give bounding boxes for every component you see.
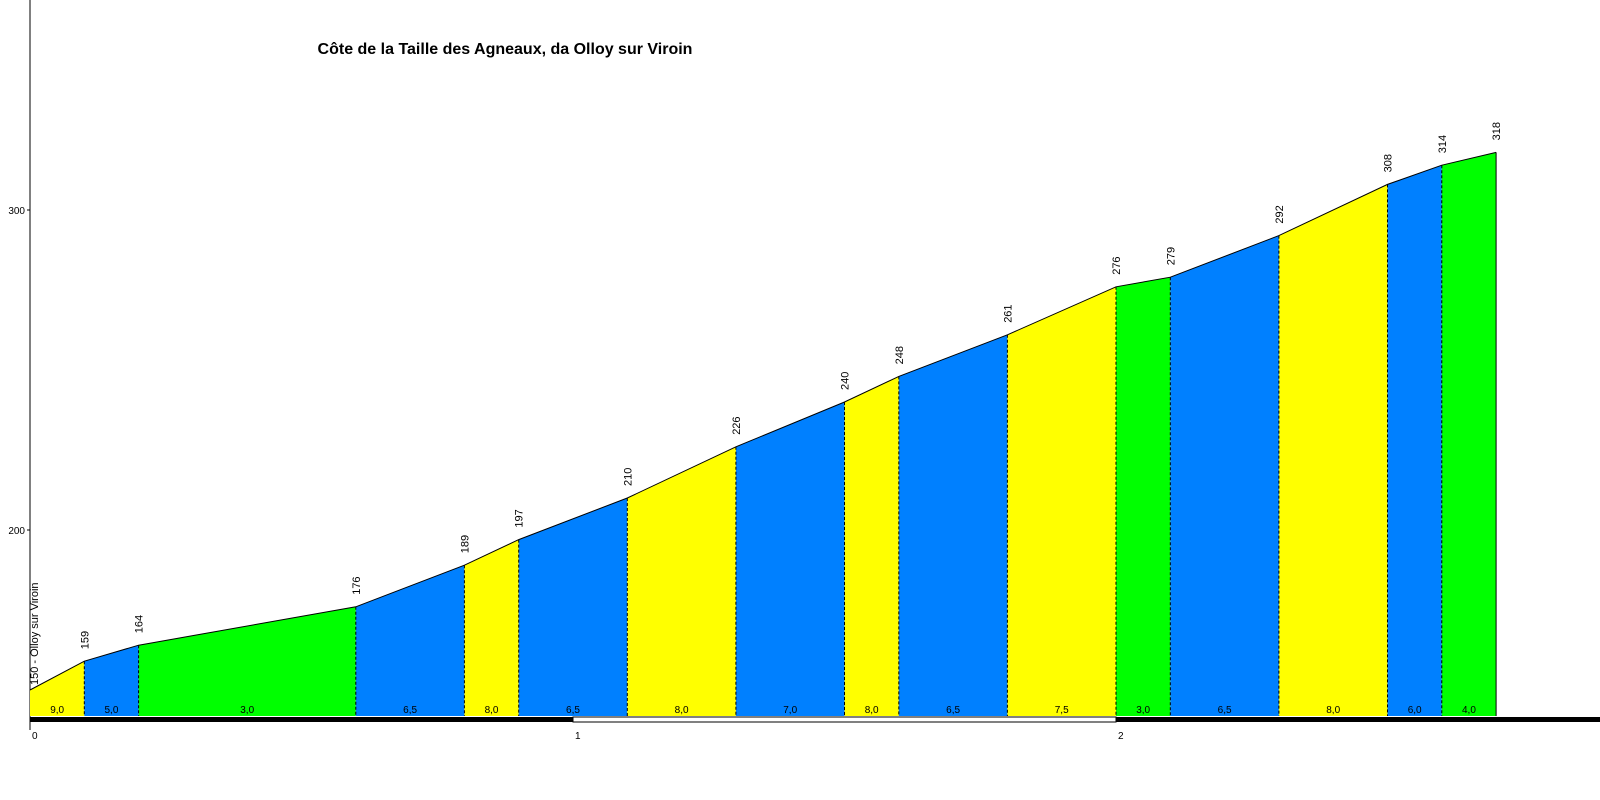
elevation-label: 240 [840,372,852,390]
gradient-label: 3,0 [240,705,254,716]
segment-dividers [83,152,1497,716]
gradient-label: 6,5 [1218,705,1232,716]
elevation-label: 276 [1111,256,1123,274]
gradient-label: 6,5 [403,705,417,716]
gradient-segment [1387,165,1442,716]
x-axis-ticks: 0 1 2 [32,731,1124,742]
scale-bar-km-2 [1116,717,1600,722]
y-axis-ticks: 200 300 [8,206,30,537]
scale-bar-km-1 [572,716,1117,723]
gradient-segment [355,565,465,716]
elevation-label: 164 [134,615,146,633]
elevation-label: 314 [1437,135,1449,153]
elevation-label: 150 - Olloy sur Viroin [29,582,41,685]
gradient-label: 5,0 [104,705,118,716]
chart-title: Côte de la Taille des Agneaux, da Olloy … [318,41,693,58]
elevation-label: 292 [1274,205,1286,223]
gradient-label: 6,0 [1408,705,1422,716]
gradient-segment [627,446,736,716]
elevation-label: 197 [514,509,526,527]
gradient-label: 7,5 [1055,705,1069,716]
x-tick-label: 1 [575,731,581,742]
gradient-label: 6,5 [566,705,580,716]
gradient-segment [735,402,845,716]
gradient-segments [30,152,1497,716]
gradient-label: 6,5 [946,705,960,716]
gradient-segment [1278,184,1388,716]
gradient-segment [1116,277,1171,716]
elevation-label: 308 [1383,154,1395,172]
gradient-label: 8,0 [1326,705,1340,716]
elevation-label: 279 [1165,247,1177,265]
elevation-label: 318 [1491,122,1503,140]
elevation-labels: 150 - Olloy sur Viroin 159 164 176 189 197 210… [29,122,1503,685]
gradient-label: 8,0 [865,705,879,716]
y-tick-label: 200 [8,526,25,537]
gradient-segment [84,645,139,716]
elevation-label: 261 [1002,304,1014,322]
gradient-label: 4,0 [1462,705,1476,716]
scale-bar-km-0 [30,717,573,722]
gradient-label: 9,0 [50,705,64,716]
y-tick-label: 300 [8,206,25,217]
elevation-label: 226 [731,416,743,434]
gradient-labels: 9,0 5,0 3,0 6,5 8,0 6,5 8,0 7,0 8,0 6,5 7,5 3,0 6,5 8… [50,705,1476,716]
gradient-label: 8,0 [485,705,499,716]
gradient-segment [30,661,85,716]
gradient-segment [1007,286,1116,716]
gradient-segment [464,539,519,716]
gradient-label: 7,0 [783,705,797,716]
elevation-label: 189 [459,535,471,553]
gradient-segment [1441,152,1497,716]
gradient-segment [518,498,628,716]
x-tick-label: 0 [32,731,38,742]
gradient-segment [1170,235,1279,716]
gradient-label: 8,0 [675,705,689,716]
gradient-segment [844,376,899,716]
gradient-segment [138,606,356,716]
gradient-segment [898,334,1008,716]
elevation-label: 248 [894,346,906,364]
gradient-label: 3,0 [1136,705,1150,716]
elevation-label: 159 [79,631,91,649]
x-tick-label: 2 [1118,731,1124,742]
elevation-label: 210 [622,468,634,486]
elevation-label: 176 [351,576,363,594]
distance-scale-bar [30,716,1600,723]
